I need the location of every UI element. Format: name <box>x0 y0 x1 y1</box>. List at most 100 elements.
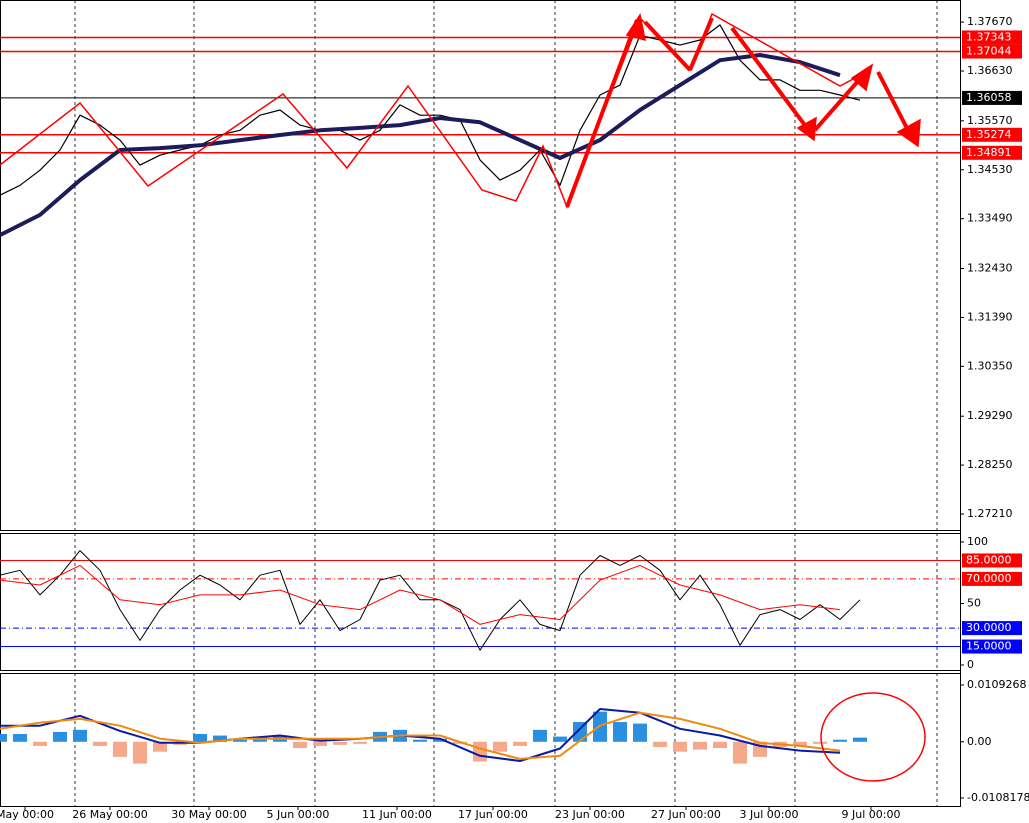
y-tick-label: 50 <box>967 597 981 610</box>
series-line <box>0 53 841 237</box>
x-tick-label: 5 Jun 00:00 <box>267 808 330 821</box>
zigzag <box>0 12 871 210</box>
histogram-bar <box>713 741 727 749</box>
histogram-bar <box>473 741 487 762</box>
histogram-bar <box>513 741 527 746</box>
y-tick-label: 1.37670 <box>967 15 1013 28</box>
level-label: 70.0000 <box>966 572 1012 585</box>
y-tick-label: 0.0109268 <box>967 678 1027 691</box>
y-tick-label: 1.30350 <box>967 359 1013 372</box>
histogram-bar <box>673 741 687 752</box>
histogram-bar <box>533 729 547 742</box>
series-line <box>0 708 841 762</box>
histogram-bar <box>833 739 847 742</box>
series-line <box>0 564 841 625</box>
histogram-bar <box>633 723 647 742</box>
highlight-circle <box>820 692 926 782</box>
histogram-bar <box>233 739 247 742</box>
histogram-bar <box>313 741 327 746</box>
histogram-bar <box>813 741 827 744</box>
histogram-bar <box>613 722 627 742</box>
x-tick-label: May 00:00 <box>0 808 54 821</box>
x-tick-label: 17 Jun 00:00 <box>458 808 528 821</box>
level-tag <box>962 553 1022 568</box>
histogram-bar <box>333 741 347 745</box>
y-tick-label: 1.27210 <box>967 507 1013 520</box>
histogram-bar <box>573 722 587 742</box>
x-tick-label: 23 Jun 00:00 <box>555 808 625 821</box>
histogram-bar <box>693 741 707 750</box>
histogram-bar <box>33 741 47 746</box>
level-label: 30.0000 <box>966 621 1012 634</box>
level-tag <box>962 621 1022 636</box>
y-tick-label: 0.00 <box>967 735 992 748</box>
series-line <box>0 711 841 760</box>
level-label: 1.34891 <box>966 146 1012 159</box>
arrow <box>643 20 692 72</box>
arrow-head <box>625 13 646 42</box>
level-label: 15.0000 <box>966 640 1012 653</box>
level-tag <box>962 127 1022 142</box>
histogram-bar <box>93 741 107 746</box>
level-tag <box>962 571 1022 586</box>
y-tick-label: 1.34530 <box>967 163 1013 176</box>
series-line <box>0 24 861 196</box>
arrow-head <box>896 118 921 148</box>
marks <box>0 24 867 764</box>
y-tick-label: 1.35570 <box>967 114 1013 127</box>
histogram-bar <box>193 733 207 742</box>
level-tag <box>962 30 1022 45</box>
x-tick-label: 26 May 00:00 <box>72 808 147 821</box>
x-tick-label: 9 Jul 00:00 <box>842 808 901 821</box>
histogram-bar <box>153 741 167 752</box>
level-tag <box>962 44 1022 59</box>
histogram-bar <box>113 741 127 757</box>
arrow <box>688 17 714 71</box>
x-tick-label: 3 Jul 00:00 <box>740 808 799 821</box>
arrow <box>730 26 812 134</box>
arrow-head <box>850 63 874 92</box>
histogram-bar <box>553 736 567 742</box>
histogram-bar <box>433 738 447 742</box>
level-label: 1.36058 <box>966 91 1012 104</box>
level-tag <box>962 145 1022 160</box>
y-tick-label: 1.31390 <box>967 310 1013 323</box>
y-tick-label: 1.36630 <box>967 64 1013 77</box>
zigzag-annotation <box>0 12 926 782</box>
y-tick-label: 1.33490 <box>967 212 1013 225</box>
level-label: 1.37044 <box>966 45 1012 58</box>
y-tick-label: 100 <box>967 535 988 548</box>
histogram-bar <box>213 735 227 742</box>
histogram-bar <box>733 741 747 764</box>
histogram-bar <box>13 733 27 742</box>
histogram-bar <box>0 733 7 742</box>
arrow <box>565 19 639 208</box>
level-tag <box>962 90 1022 105</box>
histogram-bar <box>653 741 667 747</box>
x-tick-label: 11 Jun 00:00 <box>362 808 432 821</box>
histogram-bar <box>493 741 507 752</box>
histogram-bar <box>413 739 427 742</box>
level-label: 1.37343 <box>966 30 1012 43</box>
y-tick-label: 1.32430 <box>967 262 1013 275</box>
histogram-bar <box>293 741 307 749</box>
histogram-bar <box>133 741 147 764</box>
y-tick-label: 0 <box>967 658 974 671</box>
histogram-bar <box>353 741 367 744</box>
histogram-bar <box>853 737 867 742</box>
histogram-bar <box>73 729 87 742</box>
y-tick-label: 1.28250 <box>967 458 1013 471</box>
level-label: 1.35274 <box>966 128 1012 141</box>
x-tick-label: 30 May 00:00 <box>171 808 246 821</box>
series-line <box>0 550 861 651</box>
histogram-bar <box>793 741 807 746</box>
y-tick-label: -0.0108178 <box>967 791 1029 804</box>
x-tick-label: 27 Jun 00:00 <box>651 808 721 821</box>
y-tick-label: 1.29290 <box>967 409 1013 422</box>
level-label: 85.0000 <box>966 553 1012 566</box>
histogram-bar <box>53 731 67 742</box>
level-tag <box>962 639 1022 654</box>
